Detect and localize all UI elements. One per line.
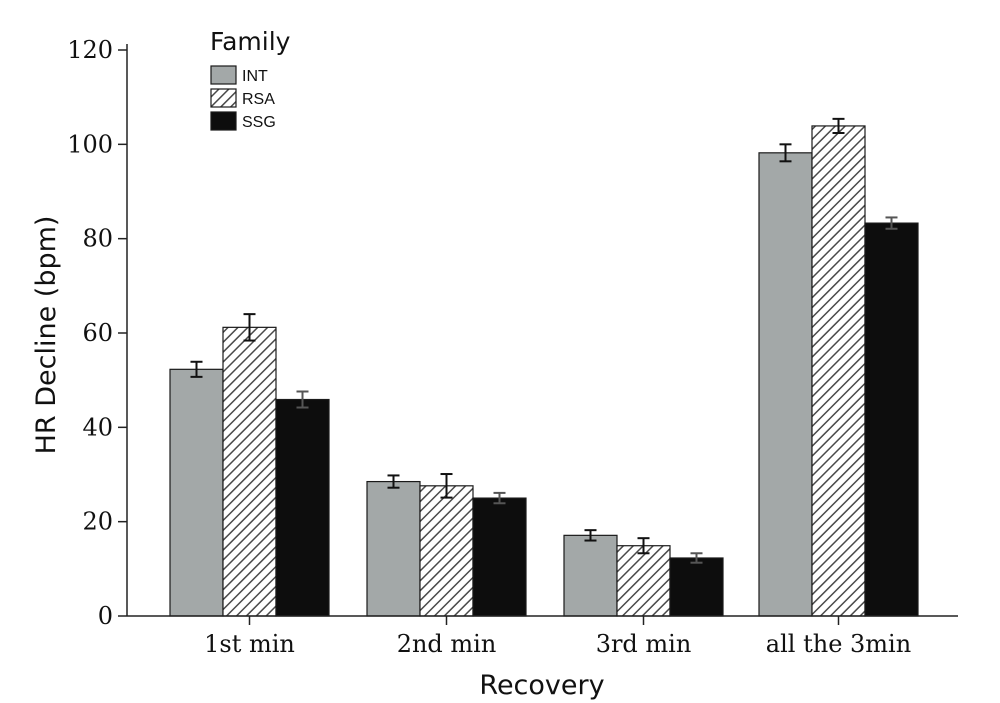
error-bar-ssg-1	[296, 390, 309, 409]
bar-rsa-4	[811, 125, 866, 617]
bar-int-4	[758, 152, 813, 617]
y-tick-label: 100	[67, 130, 113, 158]
x-tick-label: all the 3min	[766, 630, 911, 658]
legend-title: Family	[210, 27, 291, 56]
y-axis-title: HR Decline (bpm)	[31, 216, 62, 455]
legend: Family INT RSA SSG	[210, 27, 291, 131]
error-bar-ssg-3	[690, 552, 703, 564]
error-bar-ssg-4	[885, 216, 898, 230]
bar-int-1	[169, 368, 224, 617]
error-bar-rsa-1	[243, 313, 256, 342]
x-tick-label: 2nd min	[397, 630, 497, 658]
error-bar-int-3	[584, 529, 597, 542]
x-axis: 1st min 2nd min 3rd min all the 3min	[127, 615, 958, 658]
error-bar-int-4	[779, 143, 792, 163]
bar-ssg-3	[669, 557, 724, 617]
error-bar-int-1	[190, 360, 203, 378]
y-tick-label: 80	[82, 225, 113, 253]
bar-ssg-2	[472, 497, 527, 617]
legend-label-rsa: RSA	[242, 91, 275, 108]
error-bar-int-2	[387, 474, 400, 489]
error-bar-rsa-3	[637, 537, 650, 555]
error-bar-rsa-4	[832, 117, 845, 135]
bar-rsa-3	[616, 545, 671, 617]
y-tick-label: 20	[82, 508, 113, 536]
bar-int-3	[563, 534, 618, 617]
legend-swatch-rsa	[210, 88, 237, 108]
error-bar-rsa-2	[440, 473, 453, 499]
y-tick-label: 0	[98, 602, 113, 630]
legend-label-ssg: SSG	[242, 114, 276, 131]
x-tick-label: 3rd min	[596, 630, 692, 658]
plot-area	[169, 117, 919, 617]
legend-label-int: INT	[242, 68, 268, 85]
x-tick-label: 1st min	[204, 630, 295, 658]
bar-rsa-2	[419, 485, 474, 617]
y-axis: 0 20 40 60 80 100 120	[67, 36, 128, 630]
y-tick-label: 40	[82, 413, 113, 441]
legend-swatch-int	[210, 65, 237, 85]
bar-int-2	[366, 480, 421, 617]
y-tick-label: 120	[67, 36, 113, 64]
bar-ssg-1	[275, 398, 330, 617]
legend-swatch-ssg	[210, 111, 237, 131]
x-axis-title: Recovery	[479, 670, 604, 701]
bar-ssg-4	[864, 222, 919, 617]
bar-rsa-1	[222, 326, 277, 617]
y-tick-label: 60	[82, 319, 113, 347]
error-bar-ssg-2	[493, 491, 506, 505]
